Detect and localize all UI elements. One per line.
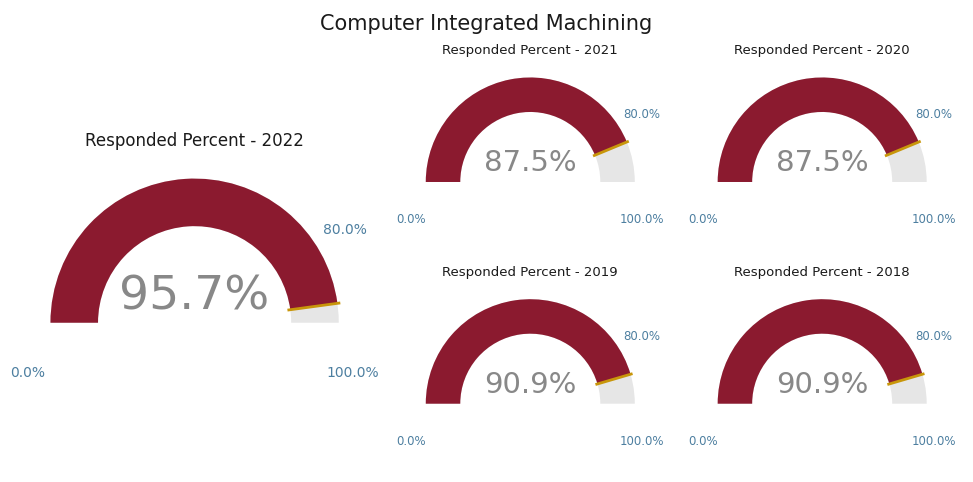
Text: 87.5%: 87.5% [484, 149, 577, 177]
Wedge shape [718, 78, 926, 182]
Text: 100.0%: 100.0% [327, 366, 379, 380]
Text: 0.0%: 0.0% [10, 366, 45, 380]
Text: 100.0%: 100.0% [620, 435, 664, 448]
Text: 95.7%: 95.7% [120, 274, 270, 319]
Wedge shape [426, 78, 634, 182]
Text: 0.0%: 0.0% [397, 214, 426, 227]
Text: 90.9%: 90.9% [485, 371, 576, 399]
Text: 0.0%: 0.0% [689, 435, 718, 448]
Text: Responded Percent - 2022: Responded Percent - 2022 [86, 133, 304, 150]
Text: 80.0%: 80.0% [323, 223, 367, 237]
Text: 0.0%: 0.0% [397, 435, 426, 448]
Text: 80.0%: 80.0% [916, 108, 953, 121]
Text: 80.0%: 80.0% [916, 330, 953, 343]
Text: Responded Percent - 2020: Responded Percent - 2020 [735, 44, 910, 57]
Text: 0.0%: 0.0% [689, 214, 718, 227]
Text: 100.0%: 100.0% [620, 214, 664, 227]
Wedge shape [51, 179, 338, 323]
Text: 80.0%: 80.0% [624, 330, 661, 343]
Wedge shape [718, 299, 922, 404]
Text: 100.0%: 100.0% [912, 435, 955, 448]
Text: Responded Percent - 2021: Responded Percent - 2021 [443, 44, 618, 57]
Wedge shape [426, 78, 627, 182]
Wedge shape [51, 179, 339, 323]
Text: 80.0%: 80.0% [624, 108, 661, 121]
Wedge shape [426, 299, 631, 404]
Wedge shape [718, 299, 926, 404]
Text: Responded Percent - 2018: Responded Percent - 2018 [735, 266, 910, 279]
Wedge shape [718, 78, 919, 182]
Text: Responded Percent - 2019: Responded Percent - 2019 [443, 266, 618, 279]
Text: Computer Integrated Machining: Computer Integrated Machining [320, 14, 653, 34]
Text: 100.0%: 100.0% [912, 214, 955, 227]
Text: 90.9%: 90.9% [776, 371, 868, 399]
Text: 87.5%: 87.5% [775, 149, 869, 177]
Wedge shape [426, 299, 634, 404]
